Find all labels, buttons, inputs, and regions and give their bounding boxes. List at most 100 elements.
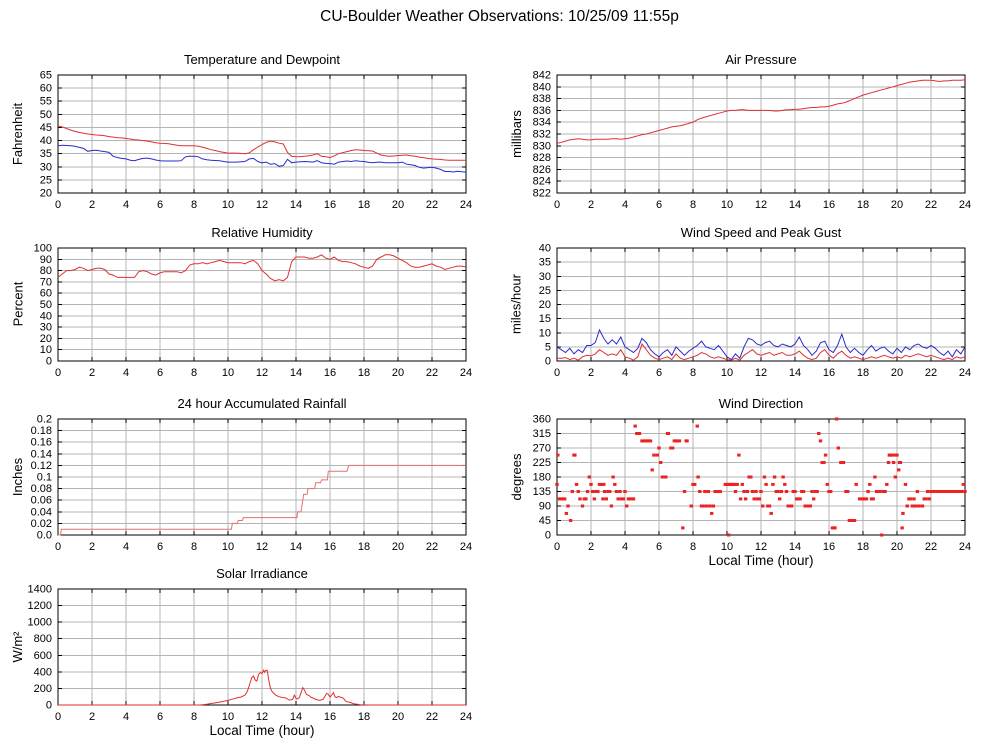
svg-text:10: 10 [721,367,733,379]
svg-text:16: 16 [324,711,336,723]
svg-text:2: 2 [588,541,594,553]
svg-text:22: 22 [925,541,937,553]
svg-text:14: 14 [290,199,302,211]
svg-text:20: 20 [891,199,903,211]
svg-text:20: 20 [392,541,404,553]
svg-text:1200: 1200 [28,600,52,612]
page-title: CU-Boulder Weather Observations: 10/25/0… [320,8,679,25]
svg-text:12: 12 [755,367,767,379]
svg-text:0.18: 0.18 [31,425,52,437]
svg-text:200: 200 [34,683,52,695]
svg-text:270: 270 [533,443,551,455]
svg-text:10: 10 [721,541,733,553]
svg-text:12: 12 [256,199,268,211]
svg-text:24: 24 [460,199,472,211]
svg-text:16: 16 [823,199,835,211]
svg-text:1400: 1400 [28,584,52,596]
svg-text:40: 40 [40,135,52,147]
svg-text:16: 16 [823,367,835,379]
svg-text:35: 35 [40,148,52,160]
svg-text:0: 0 [554,199,560,211]
svg-text:90: 90 [40,254,52,266]
svg-text:0.08: 0.08 [31,483,52,495]
svg-text:0.12: 0.12 [31,460,52,472]
svg-text:45: 45 [40,122,52,134]
svg-text:836: 836 [533,105,551,117]
svg-text:20: 20 [891,541,903,553]
relative-humidity-plot: 0 2 4 6 8 10 12 14 16 18 20 22 240102030405060708090… [34,243,472,380]
temperature-dewpoint-plot: 0 2 4 6 8 10 12 14 16 18 20 22 242025303540455055606… [40,70,472,212]
svg-text:20: 20 [891,367,903,379]
svg-text:4: 4 [123,711,129,723]
svg-text:822: 822 [533,188,551,200]
y-axis-label-degrees: degrees [509,453,524,501]
svg-text:24: 24 [460,541,472,553]
svg-text:4: 4 [622,541,628,553]
chart-title-wind-speed-gust: Wind Speed and Peak Gust [680,225,842,240]
svg-text:14: 14 [789,367,801,379]
svg-text:2: 2 [588,367,594,379]
svg-text:2: 2 [588,199,594,211]
svg-text:14: 14 [789,199,801,211]
chart-title-accumulated-rainfall: 24 hour Accumulated Rainfall [177,396,347,411]
svg-text:16: 16 [324,199,336,211]
svg-text:800: 800 [34,633,52,645]
svg-text:65: 65 [40,70,52,82]
svg-text:40: 40 [40,310,52,322]
svg-text:2: 2 [89,199,95,211]
chart-title-relative-humidity: Relative Humidity [211,225,313,240]
svg-text:55: 55 [40,96,52,108]
svg-text:12: 12 [256,541,268,553]
svg-text:135: 135 [533,486,551,498]
svg-text:18: 18 [857,367,869,379]
svg-text:360: 360 [533,414,551,426]
svg-text:60: 60 [40,288,52,300]
svg-text:4: 4 [622,199,628,211]
y-axis-label-millibars: millibars [509,110,524,158]
svg-text:400: 400 [34,666,52,678]
svg-text:14: 14 [290,541,302,553]
svg-text:24: 24 [460,711,472,723]
svg-text:8: 8 [690,541,696,553]
svg-text:12: 12 [256,711,268,723]
svg-text:22: 22 [426,541,438,553]
svg-text:832: 832 [533,129,551,141]
svg-text:24: 24 [959,199,971,211]
y-axis-label-w-per-m2: W/m² [10,631,25,663]
svg-text:4: 4 [123,199,129,211]
svg-text:0: 0 [554,367,560,379]
svg-text:14: 14 [290,711,302,723]
svg-text:60: 60 [40,83,52,95]
svg-text:50: 50 [40,109,52,121]
svg-text:4: 4 [123,367,129,379]
svg-text:20: 20 [539,299,551,311]
svg-text:5: 5 [545,341,551,353]
svg-text:0: 0 [55,367,61,379]
svg-text:22: 22 [426,711,438,723]
y-axis-label-fahrenheit: Fahrenheit [10,102,25,166]
svg-text:0: 0 [545,356,551,368]
svg-text:12: 12 [755,541,767,553]
svg-text:8: 8 [690,199,696,211]
svg-text:22: 22 [925,367,937,379]
x-axis-label-local-time-solar: Local Time (hour) [209,723,315,738]
svg-text:40: 40 [539,243,551,255]
svg-text:18: 18 [857,199,869,211]
svg-text:50: 50 [40,299,52,311]
svg-text:1000: 1000 [28,617,52,629]
solar-irradiance-plot: 0 2 4 6 8 10 12 14 16 18 20 22 240200400600800100012… [28,584,473,724]
y-axis-label-percent: Percent [10,281,26,327]
svg-text:315: 315 [533,428,551,440]
air-pressure-plot: 0 2 4 6 8 10 12 14 16 18 20 22 248228248268288308328… [533,70,971,212]
svg-text:0: 0 [55,541,61,553]
y-axis-label-inches: Inches [10,457,25,497]
svg-text:70: 70 [40,276,52,288]
svg-text:600: 600 [34,650,52,662]
y-axis-label-miles-per-hour: miles/hour [508,274,524,334]
svg-text:826: 826 [533,164,551,176]
svg-text:30: 30 [40,322,52,334]
svg-text:0.02: 0.02 [31,518,52,530]
svg-text:12: 12 [755,199,767,211]
svg-text:35: 35 [539,257,551,269]
